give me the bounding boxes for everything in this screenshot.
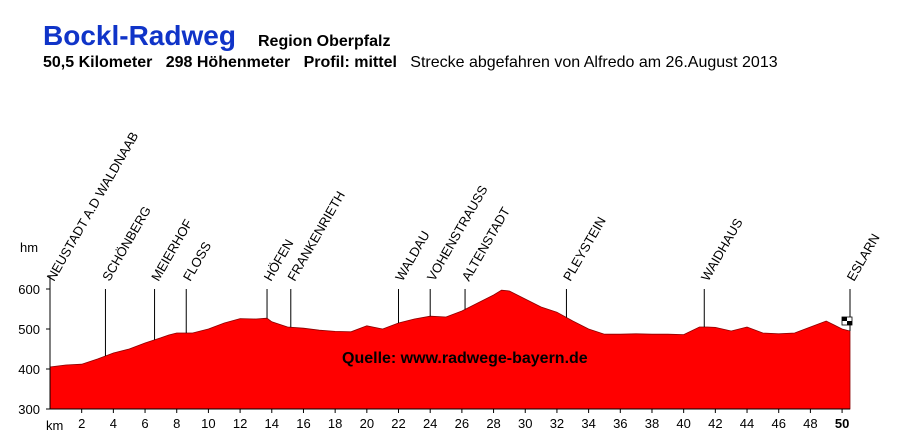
x-axis-label: km: [46, 418, 63, 433]
x-tick-label: 46: [771, 416, 785, 431]
x-tick-label: 38: [645, 416, 659, 431]
source-label: Quelle: www.radwege-bayern.de: [342, 350, 588, 367]
x-tick-label: 40: [676, 416, 690, 431]
route-region: Region Oberpfalz: [258, 33, 391, 50]
x-tick-label: 6: [141, 416, 148, 431]
x-tick-label: 28: [486, 416, 500, 431]
y-tick-label: 400: [18, 362, 40, 377]
x-tick-label: 44: [740, 416, 754, 431]
location-label: PLEYSTEIN: [560, 214, 609, 283]
location-label: VOHENSTRAUSS: [424, 183, 491, 284]
y-tick-label: 500: [18, 322, 40, 337]
x-tick-label: 2: [78, 416, 85, 431]
profile-text: Profil: mittel: [303, 54, 397, 71]
finish-flag-check: [842, 317, 847, 321]
x-tick-label: 34: [581, 416, 595, 431]
location-label: SCHÖNBERG: [99, 203, 154, 283]
y-tick-label: 600: [18, 282, 40, 297]
x-tick-label: 48: [803, 416, 817, 431]
route-title: Bockl-Radweg: [43, 20, 236, 51]
x-tick-label: 20: [360, 416, 374, 431]
ride-note: Strecke abgefahren von Alfredo am 26.Aug…: [410, 54, 778, 71]
x-tick-label: 10: [201, 416, 215, 431]
distance-text: 50,5 Kilometer: [43, 54, 153, 71]
x-tick-label: 26: [455, 416, 469, 431]
x-tick-label: 22: [391, 416, 405, 431]
location-label: NEUSTADT A.D WALDNAAB: [44, 129, 142, 283]
location-label: FLOSS: [180, 239, 214, 284]
x-tick-label: 50: [835, 416, 849, 431]
route-stats: 50,5 Kilometer 298 Höhenmeter Profil: mi…: [43, 54, 778, 72]
x-tick-label: 18: [328, 416, 342, 431]
x-tick-label: 24: [423, 416, 437, 431]
location-label: FRANKENRIETH: [284, 188, 348, 283]
finish-flag-check: [847, 321, 852, 325]
y-axis-label: hm: [20, 240, 38, 255]
x-tick-label: 36: [613, 416, 627, 431]
x-tick-label: 12: [233, 416, 247, 431]
climb-text: 298 Höhenmeter: [165, 54, 291, 71]
x-tick-label: 42: [708, 416, 722, 431]
y-tick-label: 300: [18, 402, 40, 417]
elevation-area: [49, 289, 851, 410]
x-tick-label: 30: [518, 416, 532, 431]
x-tick-label: 8: [173, 416, 180, 431]
location-label: ESLARN: [844, 231, 883, 284]
location-label: WAIDHAUS: [698, 215, 746, 283]
x-tick-label: 32: [550, 416, 564, 431]
x-tick-label: 14: [265, 416, 279, 431]
x-tick-label: 4: [110, 416, 117, 431]
x-tick-label: 16: [296, 416, 310, 431]
